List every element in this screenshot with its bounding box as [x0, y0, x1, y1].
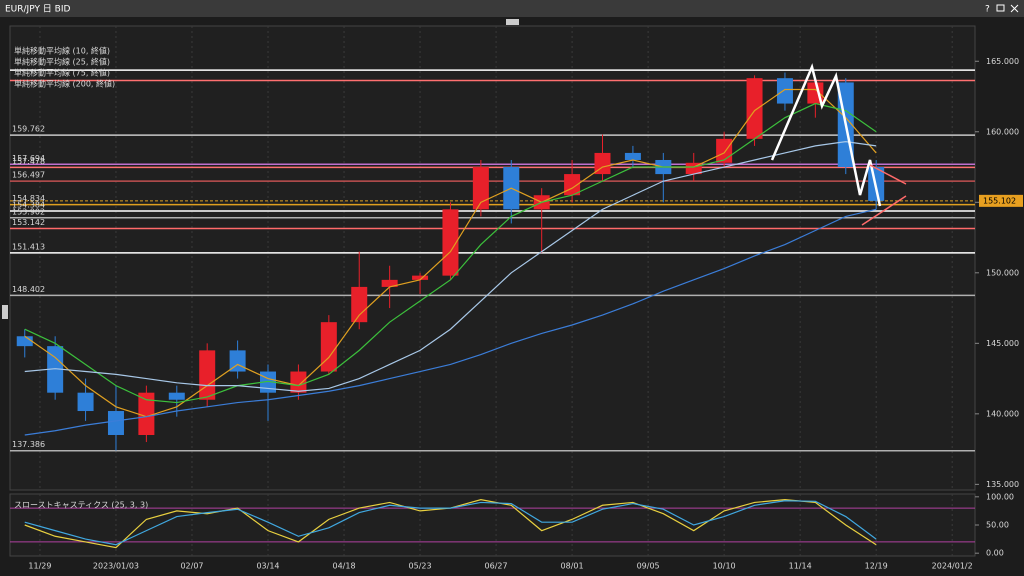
triangle-drawing: [861, 164, 907, 226]
y-tick-label: 145.000: [986, 339, 1019, 348]
level-label: 151.413: [12, 242, 45, 251]
title-bar: [0, 0, 1024, 17]
price-panel: [9, 25, 976, 491]
candle-body: [290, 371, 307, 393]
x-tick-label: 02/07: [180, 562, 203, 571]
candle-body: [412, 275, 429, 280]
candle-body: [351, 286, 368, 323]
candle-body: [107, 411, 124, 435]
x-tick-label: 06/27: [485, 562, 508, 571]
panel-title: スローストキャスティクス (25, 3, 3): [14, 501, 148, 510]
candle-body: [16, 336, 33, 347]
candle-body: [320, 322, 337, 372]
level-label: 154.834: [12, 194, 45, 203]
candle-body: [685, 162, 702, 175]
trend-drawing: [770, 63, 882, 207]
candle-body: [381, 279, 398, 287]
candle-body: [624, 152, 641, 160]
series-line: [24, 208, 877, 436]
y-tick-label: 150.000: [986, 268, 1019, 277]
legend-entry: 単純移動平均線 (200, 終値): [14, 79, 115, 89]
maximize-button[interactable]: [996, 4, 1005, 12]
series-line: [24, 141, 877, 392]
candle-body: [442, 209, 459, 276]
legend-entry: 単純移動平均線 (25, 終値): [14, 57, 110, 67]
x-tick-label: 10/10: [713, 562, 736, 571]
candle-body: [199, 350, 216, 400]
x-tick-label: 09/05: [637, 562, 660, 571]
series-line: [24, 88, 877, 418]
y-tick-label: 0.00: [986, 549, 1004, 558]
x-tick-label: 05/23: [409, 562, 432, 571]
y-tick-label: 100.00: [986, 492, 1014, 501]
collapse-toggle[interactable]: [506, 19, 519, 25]
legend-entry: 単純移動平均線 (10, 終値): [14, 46, 110, 56]
level-label: 159.762: [12, 125, 45, 134]
side-handle[interactable]: [2, 305, 8, 319]
last-price-box: [979, 194, 1023, 207]
x-tick-label: 11/29: [28, 562, 51, 571]
series-line: [24, 500, 877, 546]
last-price-label: 155.102: [983, 196, 1016, 205]
level-label: 154.384: [12, 200, 45, 209]
level-label: 157.478: [12, 157, 45, 166]
x-tick-label: 11/14: [789, 562, 812, 571]
candle-body: [472, 167, 489, 210]
legend-entry: 単純移動平均線 (75, 終値): [14, 68, 110, 78]
level-label: 153.142: [12, 218, 45, 227]
x-tick-label: 04/18: [333, 562, 356, 571]
x-tick-label: 12/19: [865, 562, 888, 571]
candle-body: [168, 392, 185, 400]
y-tick-label: 50.00: [986, 521, 1009, 530]
close-button[interactable]: [1010, 4, 1019, 13]
window-title: EUR/JPY 日 BID: [5, 4, 70, 15]
candle-body: [77, 392, 94, 412]
candle-body: [594, 152, 611, 175]
level-label: 156.497: [12, 171, 45, 180]
x-tick-label: 2023/01/03: [93, 562, 139, 571]
candle-body: [716, 138, 733, 163]
help-button[interactable]: ?: [985, 5, 990, 15]
level-label: 148.402: [12, 285, 45, 294]
candle-body: [746, 78, 763, 139]
y-tick-label: 140.000: [986, 409, 1019, 418]
level-label: 157.694: [12, 154, 45, 163]
y-tick-label: 165.000: [986, 57, 1019, 66]
candle-body: [138, 392, 155, 435]
y-tick-label: 160.000: [986, 127, 1019, 136]
x-tick-label: 08/01: [561, 562, 584, 571]
x-tick-label: 2024/01/2: [932, 562, 973, 571]
stochastic-panel: [9, 493, 976, 557]
y-tick-label: 135.000: [986, 480, 1019, 489]
candle-body: [776, 78, 793, 104]
level-label: 137.386: [12, 440, 45, 449]
candle-body: [47, 346, 64, 393]
series-line: [24, 102, 877, 404]
x-tick-label: 03/14: [256, 562, 279, 571]
level-label: 153.902: [12, 207, 45, 216]
